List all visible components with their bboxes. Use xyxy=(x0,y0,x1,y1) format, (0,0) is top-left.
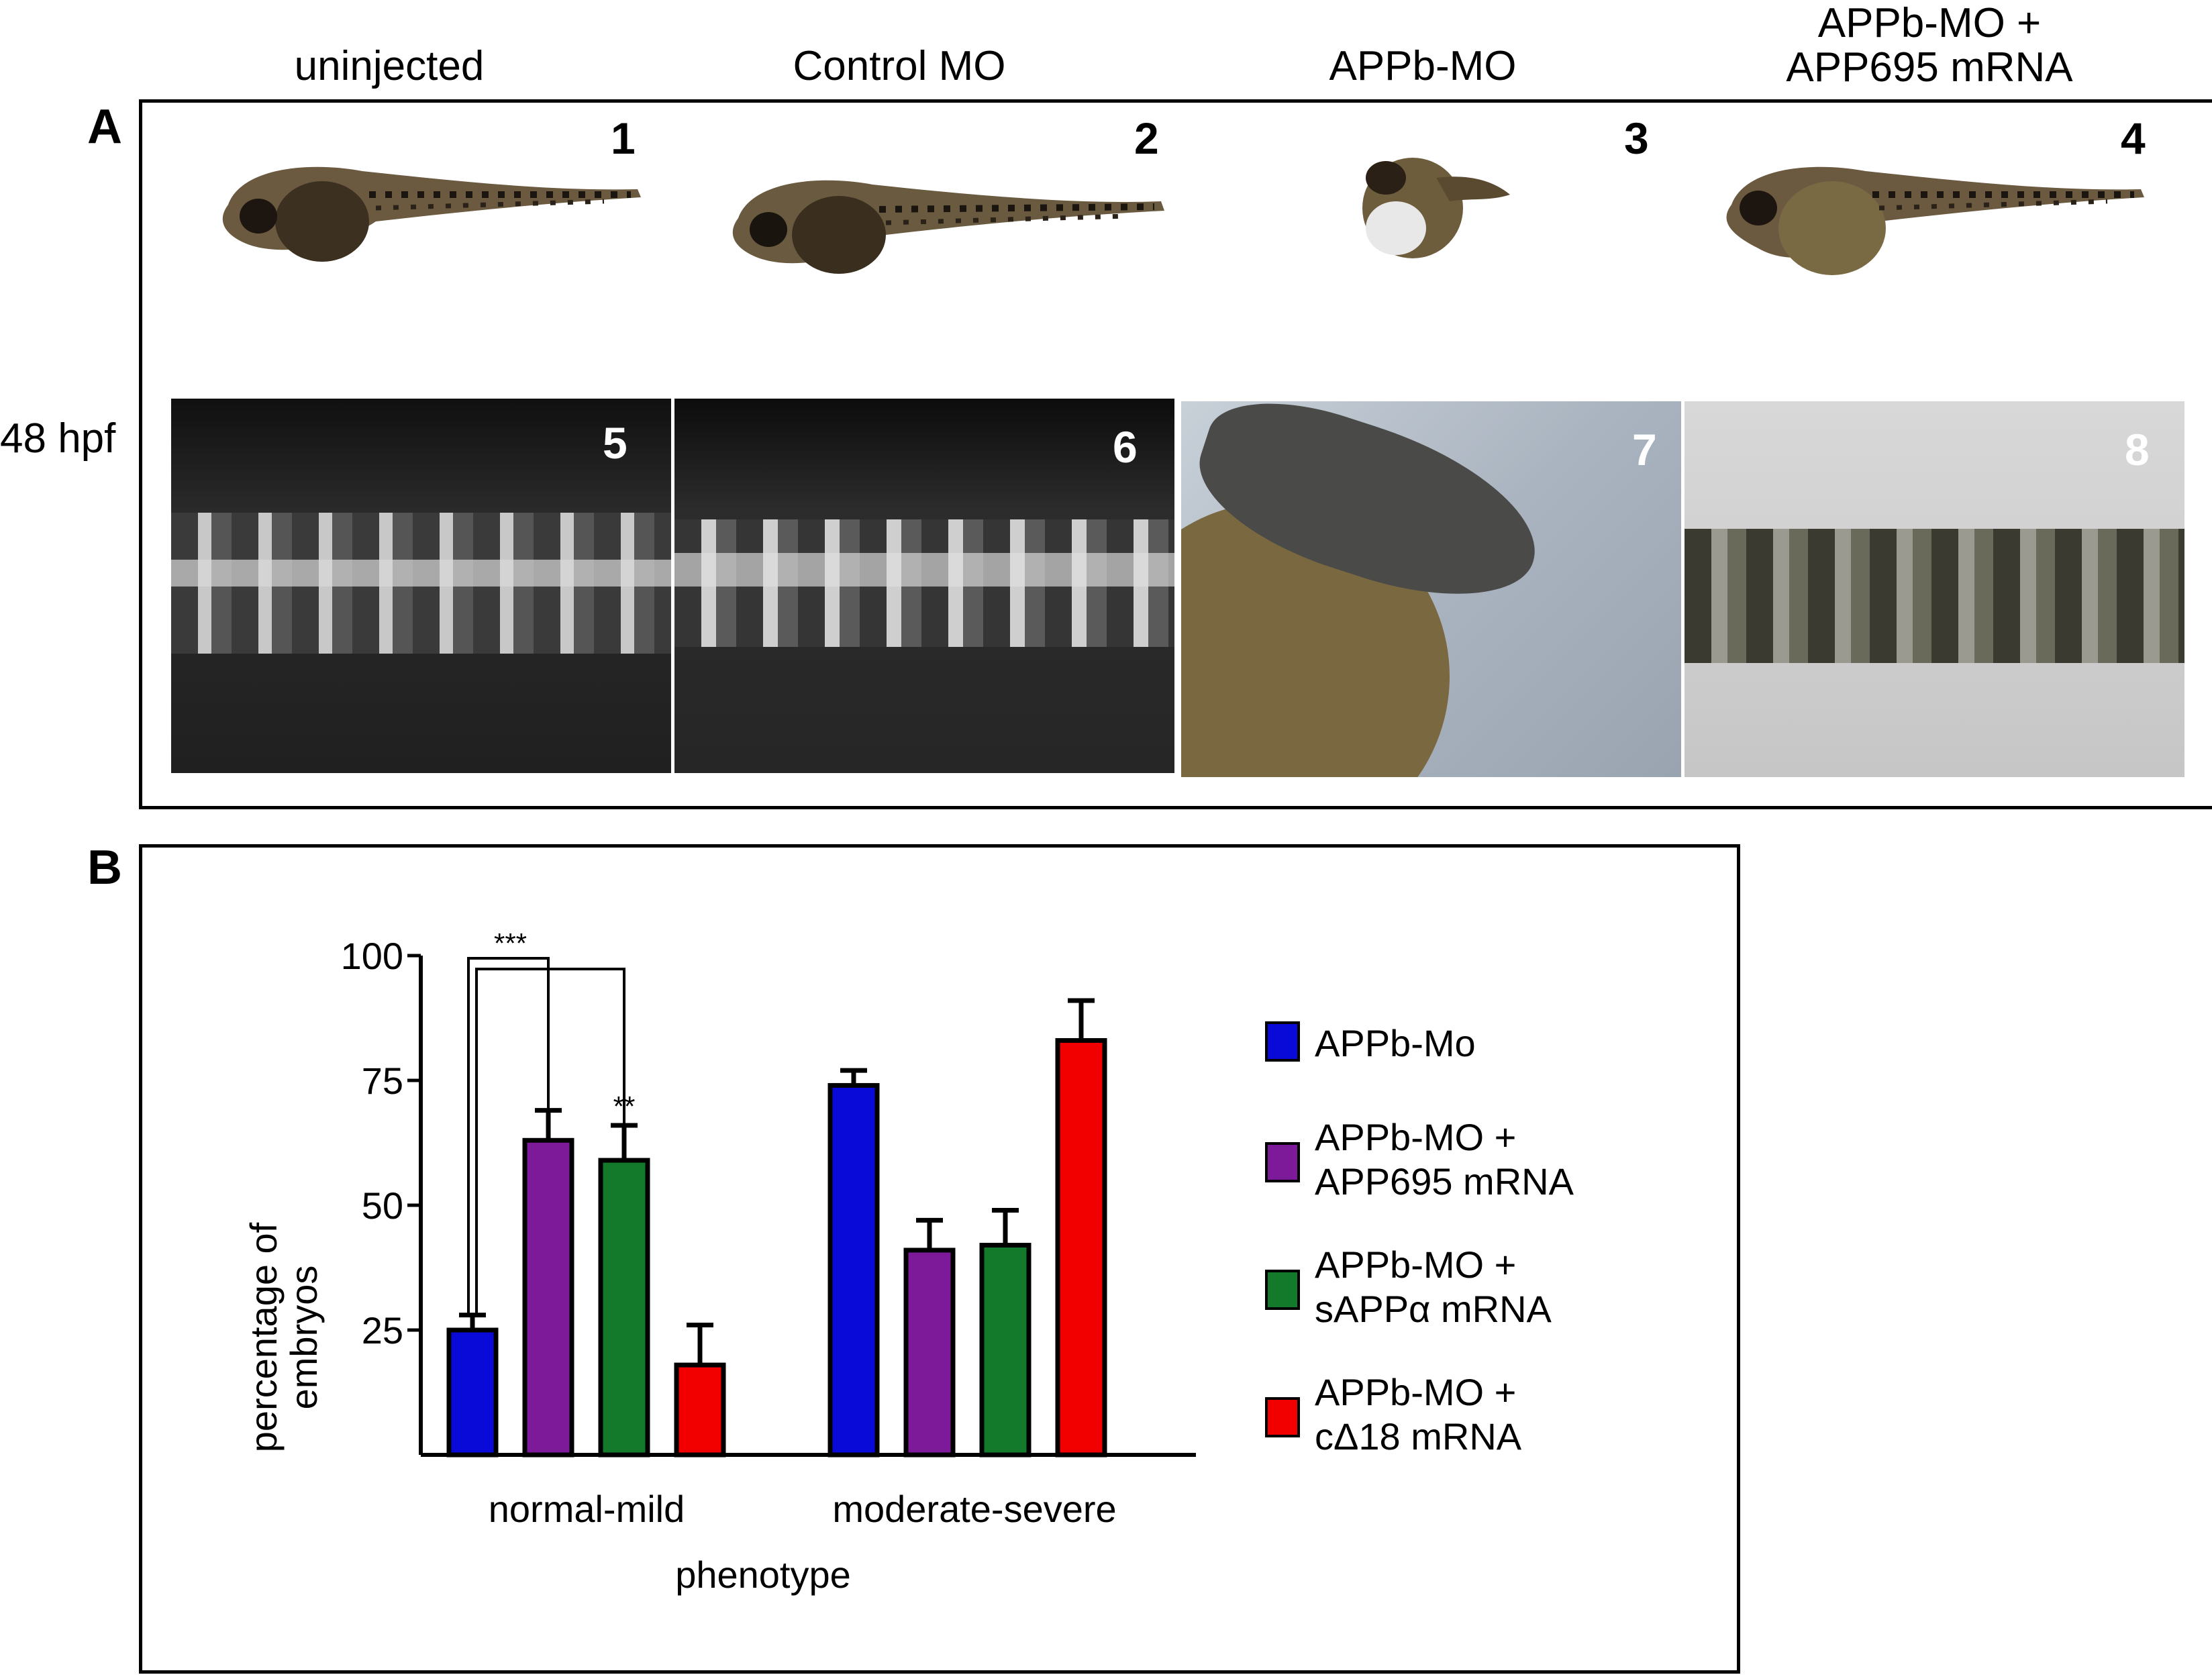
bar xyxy=(446,1327,499,1458)
row-label-48hpf: 48 hpf xyxy=(0,415,116,462)
column-title-line2: APP695 mRNA xyxy=(1786,44,2073,91)
y-tick-label: 50 xyxy=(362,1184,403,1227)
panel-a-label: A xyxy=(87,100,122,154)
legend-label-line1: APPb-MO + xyxy=(1315,1116,1516,1158)
panel-number-4: 4 xyxy=(2121,113,2146,163)
legend-label-line1: APPb-Mo xyxy=(1315,1022,1476,1064)
column-title-appb-mo-app695: APPb-MO + APP695 mRNA xyxy=(1738,1,2121,90)
column-title-control-mo: Control MO xyxy=(793,43,1006,89)
significance-annotation: ** xyxy=(613,1090,636,1122)
y-tick-label: 100 xyxy=(341,935,403,977)
embryo-image-appb-mo xyxy=(1362,158,1510,258)
bar xyxy=(674,1362,726,1458)
legend-label-line2: cΔ18 mRNA xyxy=(1315,1415,1522,1458)
panel-a-frame xyxy=(139,99,2212,809)
panel-number-8: 8 xyxy=(2125,425,2150,474)
panel-number-7: 7 xyxy=(1632,425,1657,474)
x-category-label: normal-mild xyxy=(489,1488,685,1530)
legend-swatch xyxy=(1265,1021,1300,1062)
panel-number-6: 6 xyxy=(1113,422,1138,472)
closeup-image-rescue xyxy=(1685,401,2184,777)
column-title-appb-mo: APPb-MO xyxy=(1329,43,1517,89)
column-title-uninjected: uninjected xyxy=(294,43,485,89)
bar xyxy=(903,1248,956,1458)
x-axis-label: phenotype xyxy=(675,1554,851,1596)
bar xyxy=(598,1158,650,1458)
embryo-image-rescue xyxy=(1726,166,2144,275)
embryo-image-uninjected xyxy=(222,166,641,262)
legend-swatch xyxy=(1265,1397,1300,1437)
significance-annotation: *** xyxy=(494,927,527,959)
embryo-image-control-mo xyxy=(732,180,1164,274)
y-tick-label: 75 xyxy=(362,1060,403,1102)
legend-swatch xyxy=(1265,1142,1300,1182)
legend-swatch xyxy=(1265,1270,1300,1310)
y-tick-label: 25 xyxy=(362,1309,403,1352)
closeup-image-uninjected xyxy=(171,399,671,773)
legend-label-line2: APP695 mRNA xyxy=(1315,1160,1574,1203)
y-axis-label-line1: percentage of xyxy=(242,1222,285,1452)
legend-label-line2: sAPPα mRNA xyxy=(1315,1288,1552,1330)
y-axis-label-line2: embryos xyxy=(283,1266,325,1410)
legend-label-line1: APPb-MO + xyxy=(1315,1243,1516,1286)
bar xyxy=(979,1243,1032,1458)
panel-b-label: B xyxy=(87,841,122,895)
panel-number-5: 5 xyxy=(603,418,627,468)
legend-label-line1: APPb-MO + xyxy=(1315,1371,1516,1413)
closeup-image-appb-mo xyxy=(1181,401,1681,777)
closeup-image-control-mo xyxy=(674,399,1174,773)
significance-bracket xyxy=(467,957,550,1315)
panel-number-3: 3 xyxy=(1624,113,1649,163)
significance-bracket xyxy=(475,968,625,1315)
panel-b-frame xyxy=(139,844,1740,1674)
x-category-label: moderate-severe xyxy=(832,1488,1116,1530)
column-title-line1: APPb-MO + xyxy=(1817,0,2042,46)
bar xyxy=(1055,1037,1107,1458)
bar xyxy=(522,1137,574,1458)
panel-number-1: 1 xyxy=(611,113,636,163)
panel-number-2: 2 xyxy=(1134,113,1159,163)
bar xyxy=(827,1082,880,1458)
